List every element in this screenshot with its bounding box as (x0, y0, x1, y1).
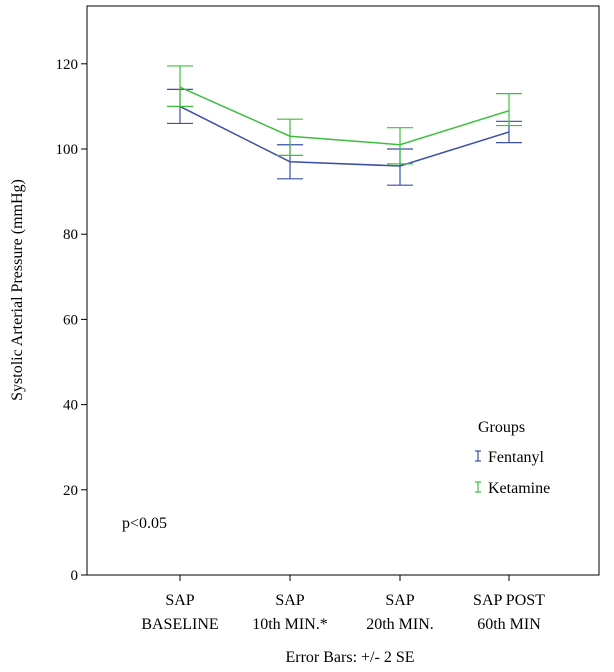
y-tick-label: 40 (63, 398, 78, 414)
y-tick-label: 60 (63, 312, 78, 328)
error-bars-note: Error Bars: +/- 2 SE (286, 649, 415, 666)
y-tick-label: 100 (56, 142, 79, 158)
legend-label-ketamine: Ketamine (488, 480, 550, 497)
y-tick-label: 120 (56, 57, 79, 73)
series-layer (167, 65, 522, 186)
legend-title: Groups (478, 419, 525, 436)
x-tick-label: 20th MIN. (366, 616, 434, 633)
legend: Groups Fentanyl Ketamine (475, 419, 550, 497)
legend-label-fentanyl: Fentanyl (488, 449, 545, 466)
legend-icon-fentanyl (475, 450, 481, 462)
x-tick-label: SAP (275, 592, 304, 609)
x-tick-label: 10th MIN.* (252, 616, 328, 633)
series-line (179, 105, 510, 167)
x-tick-label: 60th MIN (477, 616, 541, 633)
x-tick-label: SAP (165, 592, 194, 609)
y-axis-title: Systolic Arterial Pressure (mmHg) (9, 179, 26, 401)
y-axis: 0 20 40 60 80 100 120 (56, 57, 87, 584)
x-tick-label: BASELINE (141, 616, 218, 633)
y-tick-label: 80 (63, 227, 78, 243)
error-bar (277, 118, 303, 156)
p-value-annotation: p<0.05 (122, 515, 167, 532)
plot-area (86, 5, 600, 576)
y-tick-label: 20 (63, 483, 78, 499)
x-tick-label: SAP (385, 592, 414, 609)
error-bar (496, 93, 522, 127)
legend-icon-ketamine (475, 481, 481, 493)
series-ketamine (167, 65, 522, 165)
series-line (179, 86, 510, 146)
error-bar (387, 127, 413, 165)
x-tick-label: SAP POST (473, 592, 545, 609)
error-bar (167, 65, 193, 108)
x-axis: SAP BASELINE SAP 10th MIN.* SAP 20th MIN. SAP … (141, 575, 545, 633)
y-tick-label: 0 (71, 568, 79, 584)
